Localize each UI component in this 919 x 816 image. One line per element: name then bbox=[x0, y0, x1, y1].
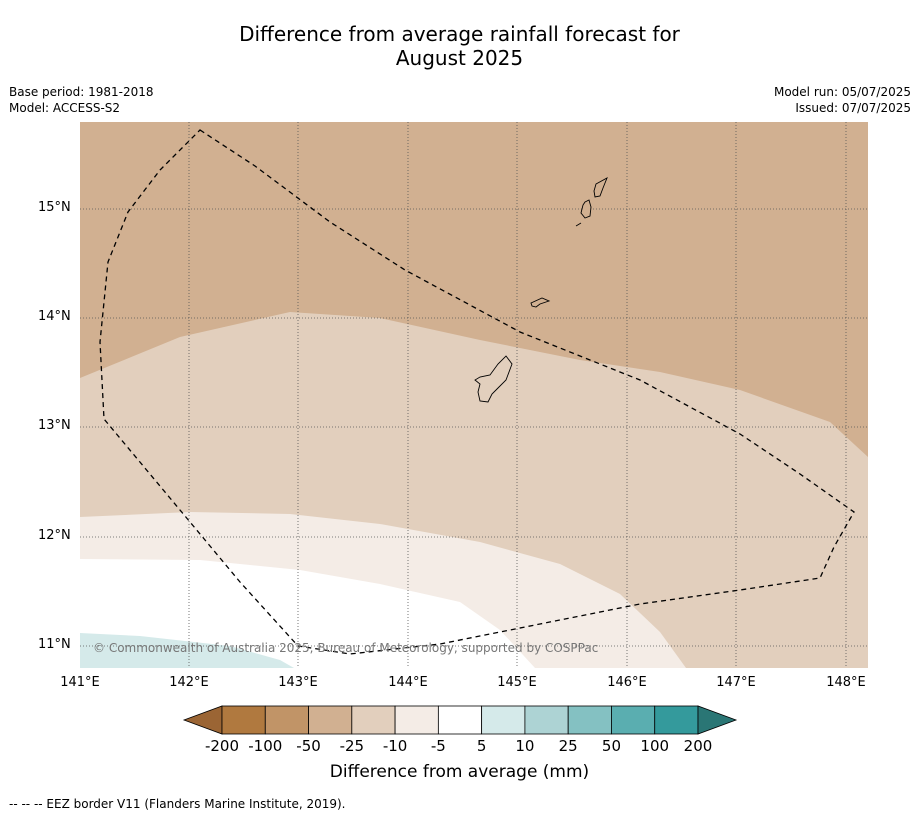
islands[interactable] bbox=[474, 177, 608, 403]
colorbar-bin bbox=[481, 705, 526, 735]
graticule bbox=[80, 122, 868, 668]
eez-border bbox=[99, 129, 855, 655]
colorbar-bin bbox=[264, 705, 309, 735]
lon-tick: 148°E bbox=[826, 675, 866, 690]
lon-tick: 147°E bbox=[716, 675, 756, 690]
lat-tick: 11°N bbox=[38, 637, 71, 652]
colorbar-bin bbox=[351, 705, 396, 735]
colorbar-tick-label: -10 bbox=[382, 737, 408, 755]
lon-tick: 144°E bbox=[388, 675, 428, 690]
colorbar-extend-high bbox=[697, 705, 738, 735]
colorbar-tick-label: -100 bbox=[248, 737, 283, 755]
island-tinian[interactable] bbox=[580, 199, 592, 219]
lat-tick: 13°N bbox=[38, 418, 71, 433]
island-saipan[interactable] bbox=[593, 177, 608, 198]
meta-right: Model run: 05/07/2025 Issued: 07/07/2025 bbox=[774, 84, 911, 116]
lon-tick: 141°E bbox=[60, 675, 100, 690]
lat-tick: 15°N bbox=[38, 200, 71, 215]
lon-tick: 145°E bbox=[497, 675, 537, 690]
colorbar-tick-label: 100 bbox=[640, 737, 670, 755]
colorbar-bin bbox=[221, 705, 266, 735]
colorbar-tick-label: 200 bbox=[683, 737, 713, 755]
colorbar-tick-label: -50 bbox=[296, 737, 321, 755]
meta-left: Base period: 1981-2018 Model: ACCESS-S2 bbox=[9, 84, 154, 116]
colorbar-bin bbox=[394, 705, 439, 735]
chart-title: Difference from average rainfall forecas… bbox=[0, 22, 919, 70]
colorbar-title: Difference from average (mm) bbox=[329, 762, 590, 782]
colorbar-bin bbox=[308, 705, 353, 735]
colorbar-tick-label: 10 bbox=[515, 737, 535, 755]
map-svg bbox=[80, 122, 868, 668]
lon-tick: 143°E bbox=[278, 675, 318, 690]
colorbar-tick-label: -5 bbox=[430, 737, 446, 755]
copyright-text: © Commonwealth of Australia 2025, Bureau… bbox=[93, 641, 599, 655]
colorbar-bin bbox=[611, 705, 656, 735]
issued-date: Issued: 07/07/2025 bbox=[795, 101, 911, 115]
colorbar-bin bbox=[567, 705, 612, 735]
lon-tick: 142°E bbox=[169, 675, 209, 690]
colorbar-tick-label: 5 bbox=[476, 737, 487, 755]
lat-tick: 12°N bbox=[38, 528, 71, 543]
zone-neutral bbox=[80, 559, 535, 668]
colorbar-bin bbox=[437, 705, 483, 735]
colorbar-tick-label: 25 bbox=[558, 737, 578, 755]
island-rota[interactable] bbox=[530, 297, 551, 308]
island-guam[interactable] bbox=[474, 355, 513, 403]
model-run: Model run: 05/07/2025 bbox=[773, 85, 911, 99]
colorbar-bin bbox=[524, 705, 569, 735]
title-line-2: August 2025 bbox=[395, 46, 524, 70]
lat-tick: 14°N bbox=[38, 309, 71, 324]
title-line-1: Difference from average rainfall forecas… bbox=[239, 22, 680, 46]
model-name: Model: ACCESS-S2 bbox=[9, 101, 121, 115]
zone-plus-5 bbox=[80, 633, 294, 668]
colorbar-tick-label: -25 bbox=[339, 737, 365, 755]
footnote: -- -- -- EEZ border V11 (Flanders Marine… bbox=[9, 797, 346, 811]
lon-tick: 146°E bbox=[607, 675, 647, 690]
colorbar-tick-label: 50 bbox=[601, 737, 621, 755]
map-area[interactable] bbox=[80, 122, 868, 668]
colorbar bbox=[182, 705, 738, 735]
colorbar-tick-label: -200 bbox=[204, 737, 240, 755]
colorbar-bin bbox=[654, 705, 699, 735]
base-period: Base period: 1981-2018 bbox=[9, 85, 154, 99]
colorbar-extend-low bbox=[182, 705, 223, 735]
island-aguijan[interactable] bbox=[575, 222, 582, 227]
